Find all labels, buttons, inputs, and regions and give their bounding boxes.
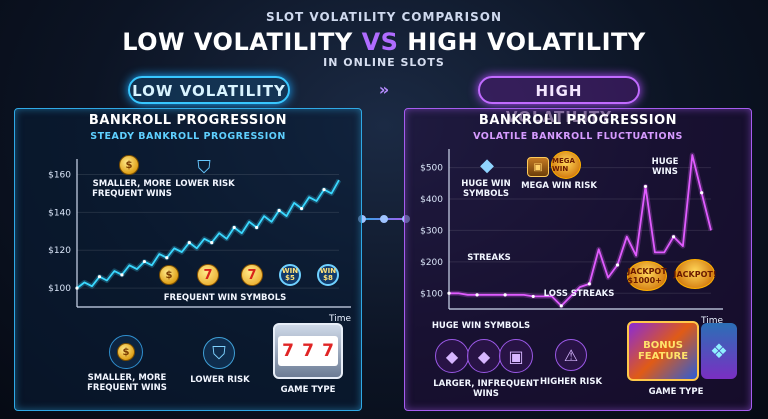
low-data-point <box>142 259 146 264</box>
win-chip-icon-1: WIN $5 <box>279 264 301 286</box>
high-data-point <box>643 184 648 189</box>
bottom-small-wins: SMALLER, MORE FREQUENT WINS <box>87 373 167 393</box>
low-volatility-pill: LOW VOLATILITY <box>128 76 290 104</box>
anno-huge-wins: HUGE WINS <box>651 157 679 177</box>
bottom-game-type: GAME TYPE <box>280 385 336 395</box>
slot-reel-1: 7 <box>282 341 294 361</box>
high-y-tick-label: $300 <box>420 226 443 236</box>
anno-mega-risk: MEGA WIN RISK <box>521 181 597 191</box>
high-volatility-panel: BANKROLL PROGRESSION VOLATILE BANKROLL F… <box>404 108 752 411</box>
anno-lower-risk: LOWER RISK <box>175 179 235 189</box>
high-data-point <box>700 191 704 195</box>
bottom-larger-wins: LARGER, INFREQUENT WINS <box>433 379 539 399</box>
header: SLOT VOLATILITY COMPARISON LOW VOLATILIT… <box>0 0 768 74</box>
shield-circle-icon: ⛉ <box>203 337 235 369</box>
high-data-point <box>503 293 507 297</box>
anno-streaks: STREAKS <box>467 253 511 263</box>
mega-win-badge: MEGA WIN <box>551 151 581 179</box>
subtitle: IN ONLINE SLOTS <box>323 56 445 69</box>
low-data-point <box>210 241 214 245</box>
dragon-icon: ❖ <box>701 323 737 379</box>
diamond-circle-icon-1: ◆ <box>435 339 469 373</box>
high-data-point <box>671 235 676 239</box>
slot-reel-3: 7 <box>322 341 334 361</box>
win-chip-icon-2: WIN $8 <box>317 264 339 286</box>
low-data-point <box>187 241 191 245</box>
high-bankroll-chart: $500 $400 $300 $200 $100 Time <box>420 149 723 326</box>
title-vs: VS <box>361 28 399 56</box>
high-panel-title: BANKROLL PROGRESSION <box>478 113 678 128</box>
slot-reels: 7 7 7 <box>278 336 338 366</box>
low-data-point <box>232 225 236 230</box>
anno-frequent-symbols: FREQUENT WIN SYMBOLS <box>163 293 287 303</box>
warning-icon: ⚠ <box>555 339 587 371</box>
high-y-tick-label: $500 <box>420 164 443 174</box>
bonus-slot-icon: BONUS FEATURE <box>627 321 699 381</box>
jackpot-burst-icon: JACKPOT! <box>674 259 717 289</box>
low-data-point <box>75 286 79 290</box>
shield-icon: ⛉ <box>197 156 211 178</box>
high-series-line <box>449 154 712 307</box>
anno-huge-symbols: HUGE WIN SYMBOLS <box>461 179 511 199</box>
low-x-axis-label: Time <box>328 314 351 324</box>
anno-small-wins: SMALLER, MORE FREQUENT WINS <box>92 179 172 199</box>
low-data-point <box>165 256 169 260</box>
anno-loss-streaks: LOSS STREAKS <box>543 289 615 299</box>
low-data-point <box>277 208 281 213</box>
high-y-tick-label: $100 <box>420 289 443 299</box>
bottom-huge-symbols: HUGE WIN SYMBOLS <box>431 321 531 331</box>
coins-icon: $ <box>119 155 139 175</box>
high-data-point <box>447 291 451 295</box>
slot-reel-2: 7 <box>302 341 314 361</box>
high-data-point <box>615 263 620 267</box>
high-x-axis-label: Time <box>700 316 723 326</box>
high-panel-subtitle: VOLATILE BANKROLL FLUCTUATIONS <box>473 131 683 142</box>
connector-node-middle <box>380 215 388 223</box>
low-data-point <box>322 188 326 192</box>
high-volatility-pill: HIGH VOLATILITY <box>478 76 640 126</box>
jackpot-coin-icon: JACKPOT $1000+ <box>627 261 667 291</box>
coin-icon: $ <box>117 343 135 361</box>
low-volatility-panel: BANKROLL PROGRESSION STEADY BANKROLL PRO… <box>14 108 362 411</box>
low-data-point <box>120 273 124 277</box>
diamond-circle-icon-2: ◆ <box>467 339 501 373</box>
low-data-point <box>97 275 102 279</box>
high-y-tick-label: $400 <box>420 195 443 205</box>
low-y-tick-label: $120 <box>48 246 71 256</box>
connector-node-left <box>358 215 366 223</box>
high-data-point <box>531 294 535 299</box>
low-y-tick-label: $100 <box>48 284 71 294</box>
seven-symbol-icon-2: 7 <box>241 264 263 286</box>
low-data-point <box>299 206 304 211</box>
high-data-point <box>475 293 479 297</box>
treasure-chest-icon: ▣ <box>527 157 549 177</box>
slot-machine-icon: 7 7 7 <box>273 323 343 379</box>
high-data-point <box>559 304 563 308</box>
low-panel-subtitle: STEADY BANKROLL PROGRESSION <box>90 131 286 142</box>
bonus-label: BONUS FEATURE <box>637 340 689 362</box>
low-panel-title: BANKROLL PROGRESSION <box>88 113 288 128</box>
title-left: LOW VOLATILITY <box>122 28 362 56</box>
bottom-game-type-high: GAME TYPE <box>648 387 704 397</box>
bottom-lower-risk: LOWER RISK <box>190 375 250 385</box>
chest-circle-icon: ▣ <box>499 339 533 373</box>
page-title: LOW VOLATILITY VS HIGH VOLATILITY <box>0 28 768 56</box>
coins-circle-icon: $ <box>109 335 143 369</box>
high-y-tick-label: $200 <box>420 258 443 268</box>
coin-symbol-icon: $ <box>159 265 179 285</box>
bottom-higher-risk: HIGHER RISK <box>539 377 603 387</box>
kicker: SLOT VOLATILITY COMPARISON <box>265 10 503 24</box>
low-y-tick-label: $140 <box>48 208 71 218</box>
high-data-point <box>587 282 591 286</box>
diamond-icon: ◆ <box>480 154 494 176</box>
low-bankroll-chart: $160 $140 $120 $100 Time <box>48 159 351 324</box>
double-chevron-icon: » <box>378 80 390 99</box>
low-data-point <box>255 225 259 230</box>
title-right: HIGH VOLATILITY <box>398 28 646 56</box>
seven-symbol-icon-1: 7 <box>197 264 219 286</box>
low-y-tick-label: $160 <box>48 170 71 180</box>
